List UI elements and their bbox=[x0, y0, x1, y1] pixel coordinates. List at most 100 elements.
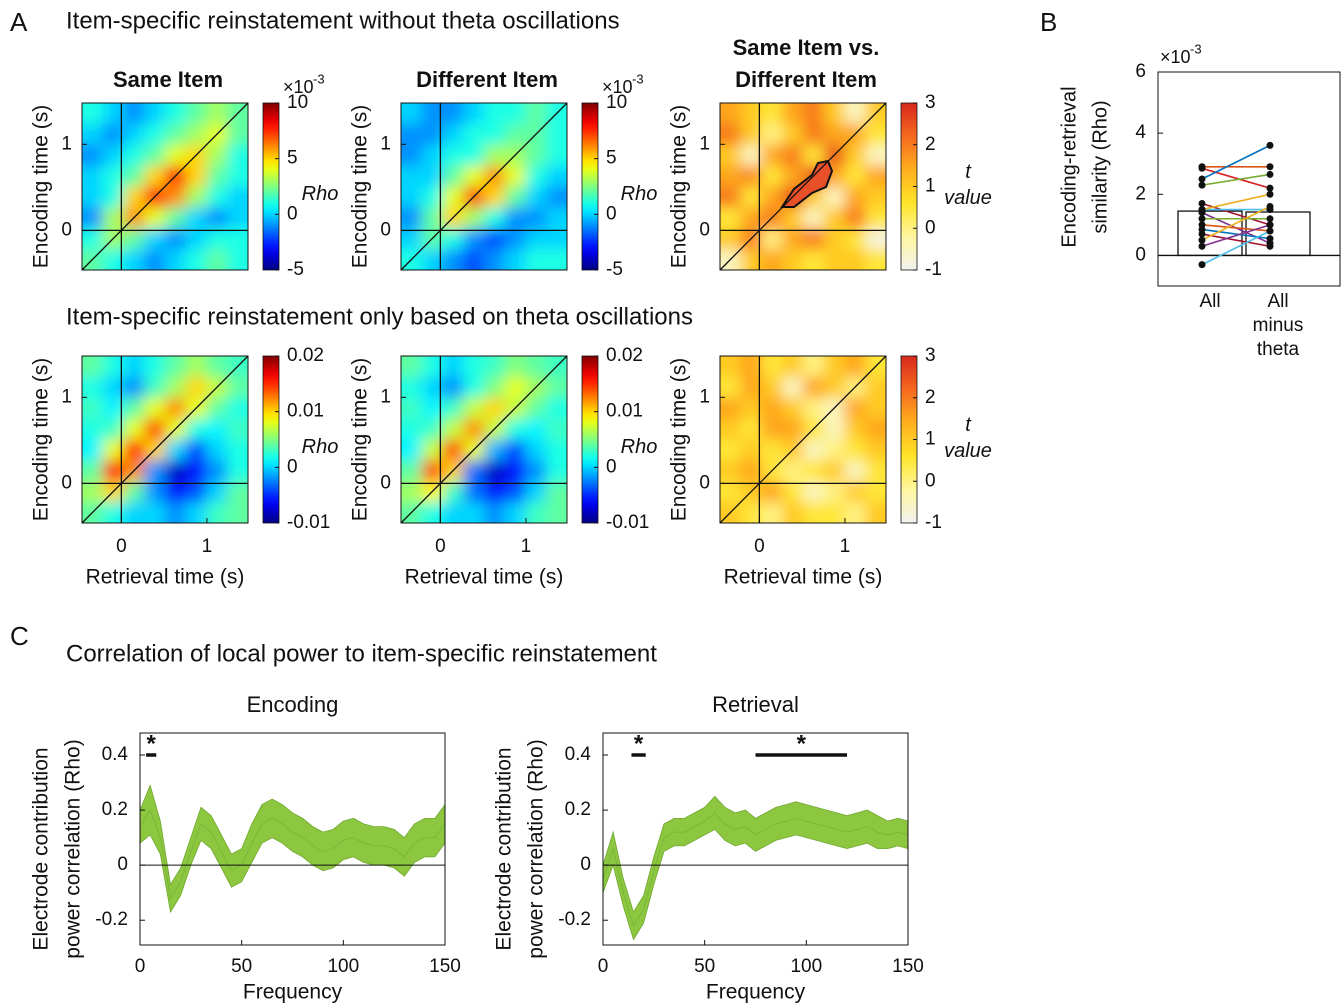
y-tick-label: 0 bbox=[699, 472, 710, 493]
y-tick-label: 0 bbox=[699, 219, 710, 240]
colorbar-label: t bbox=[965, 414, 972, 436]
heatmap-cell bbox=[720, 397, 742, 420]
heatmap-cell bbox=[421, 418, 444, 441]
y-tick-label: 1 bbox=[61, 133, 72, 154]
multiplier: ×10 bbox=[1160, 47, 1191, 67]
colorbar-tick-label: 3 bbox=[925, 92, 936, 113]
subject-point bbox=[1266, 190, 1274, 198]
heatmap-cell bbox=[144, 186, 166, 209]
heatmap-cell bbox=[206, 123, 229, 146]
heatmap-cell bbox=[421, 228, 444, 251]
heatmap-cell bbox=[227, 356, 248, 378]
axes-box bbox=[400, 102, 568, 271]
heatmap-cell bbox=[740, 186, 763, 209]
heatmap-cell bbox=[740, 144, 763, 167]
heatmap-cell bbox=[82, 502, 104, 523]
x-tick-label: 1 bbox=[202, 536, 213, 557]
multiplier-exp: -3 bbox=[1190, 41, 1202, 56]
heatmap-cell bbox=[401, 481, 423, 504]
y-axis-label: Encoding-retrieval bbox=[1058, 86, 1080, 247]
heatmap-cell bbox=[761, 397, 784, 420]
heatmap-cell bbox=[227, 144, 248, 167]
heatmap-cell bbox=[463, 481, 485, 504]
heatmap-cell bbox=[144, 207, 166, 230]
heatmap-cell bbox=[504, 207, 527, 230]
heatmap-cell bbox=[82, 165, 104, 188]
heatmap-cell bbox=[185, 502, 208, 523]
heatmap-cell bbox=[206, 397, 229, 420]
heatmap-cell bbox=[102, 165, 125, 188]
subject-point bbox=[1198, 209, 1206, 217]
heatmap-cell bbox=[865, 249, 886, 270]
x-tick-label: 0 bbox=[135, 956, 146, 977]
heatmap-cell bbox=[442, 144, 465, 167]
heatmap-cell bbox=[144, 103, 166, 125]
heatmap-cell bbox=[844, 397, 867, 420]
heatmap-cell bbox=[865, 439, 886, 462]
heatmap-cell bbox=[761, 228, 784, 251]
y-tick-label: 0.2 bbox=[102, 799, 128, 820]
heatmap-cell bbox=[546, 439, 567, 462]
heatmap-cell bbox=[761, 418, 784, 441]
heatmap-cell bbox=[740, 123, 763, 146]
y-axis-label: Encoding time (s) bbox=[349, 358, 372, 521]
colorbar bbox=[262, 355, 280, 524]
y-tick-label: 0 bbox=[380, 472, 391, 493]
heatmap-cell bbox=[504, 418, 527, 441]
heatmap-cell bbox=[442, 439, 465, 462]
heatmap-cell bbox=[442, 186, 465, 209]
heatmap-cell bbox=[823, 439, 846, 462]
heatmap-cell bbox=[504, 376, 527, 399]
subject-point bbox=[1266, 184, 1274, 192]
heatmap-cell bbox=[546, 502, 567, 523]
subject-point bbox=[1198, 242, 1206, 250]
heatmap-cell bbox=[761, 144, 784, 167]
heatmap-cell bbox=[823, 207, 846, 230]
y-tick-label: 1 bbox=[61, 386, 72, 407]
heatmap-cell bbox=[546, 397, 567, 420]
y-axis-label: Electrode contribution bbox=[493, 747, 516, 950]
colorbar bbox=[262, 102, 280, 271]
y-tick-label: 0 bbox=[61, 219, 72, 240]
heatmap-cell bbox=[803, 460, 825, 483]
colorbar-label: Rho bbox=[621, 436, 658, 458]
colorbar bbox=[581, 102, 599, 271]
colorbar-tick-label: 0 bbox=[606, 456, 617, 477]
heatmap-cell bbox=[185, 418, 208, 441]
heatmap-cell bbox=[82, 376, 104, 399]
heatmap-cell bbox=[525, 356, 548, 378]
diagonal bbox=[81, 355, 249, 524]
heatmap-cell bbox=[206, 207, 229, 230]
heatmap-cell bbox=[546, 249, 567, 270]
heatmap-cell bbox=[865, 376, 886, 399]
heatmap-cell bbox=[185, 186, 208, 209]
heatmap-cell bbox=[546, 144, 567, 167]
heatmap-cell bbox=[401, 186, 423, 209]
y-axis-label: Encoding time (s) bbox=[30, 358, 53, 521]
heatmap-cell bbox=[782, 207, 804, 230]
axes-box bbox=[719, 355, 887, 524]
heatmap-cell bbox=[442, 502, 465, 523]
heatmap-cell bbox=[206, 165, 229, 188]
heatmap-cell bbox=[865, 165, 886, 188]
heatmap-cell bbox=[442, 418, 465, 441]
heatmap-cell bbox=[123, 207, 146, 230]
y-axis-label: Electrode contribution bbox=[30, 747, 53, 950]
x-tick-label: 50 bbox=[694, 956, 715, 977]
heatmap-cell bbox=[463, 376, 485, 399]
heatmap-cell bbox=[504, 249, 527, 270]
heatmap bbox=[720, 103, 886, 270]
heatmap-cell bbox=[144, 481, 166, 504]
heading: Correlation of local power to item-speci… bbox=[66, 640, 657, 667]
heatmap bbox=[401, 103, 567, 270]
heatmap-cell bbox=[546, 165, 567, 188]
heatmap-cell bbox=[782, 439, 804, 462]
heatmap-cell bbox=[165, 103, 187, 125]
heatmap-cell bbox=[206, 376, 229, 399]
heatmap-cell bbox=[782, 123, 804, 146]
heatmap-cell bbox=[546, 481, 567, 504]
heatmap-cell bbox=[740, 481, 763, 504]
heatmap-cell bbox=[720, 502, 742, 523]
heatmap-cell bbox=[823, 397, 846, 420]
heatmap-cell bbox=[546, 228, 567, 251]
